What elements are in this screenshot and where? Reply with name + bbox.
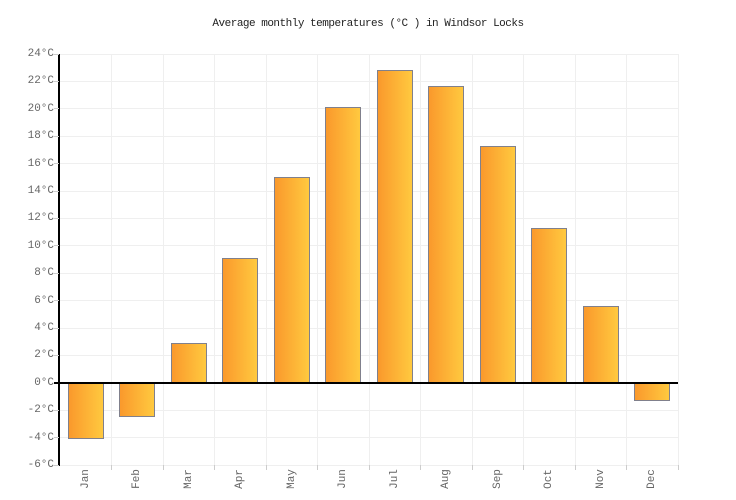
x-axis-label-jun: Jun [337, 469, 350, 489]
bar-dec[interactable] [634, 382, 671, 401]
x-axis-label-mar: Mar [182, 469, 195, 489]
x-axis-tick [368, 465, 370, 470]
y-axis-labels: 24°C 22°C 20°C 18°C 16°C 14°C 12°C 10°C 8°C 6°C 4°… [0, 48, 54, 474]
x-axis-tick [317, 465, 318, 470]
bar-apr[interactable] [222, 258, 259, 383]
y-axis-tick-label: -4°C [27, 431, 54, 444]
y-axis-tick [54, 300, 59, 302]
gridline-vertical [574, 54, 576, 465]
bar-sep[interactable] [479, 145, 516, 383]
x-axis-tick [162, 465, 164, 470]
x-axis-label-oct: Oct [543, 469, 556, 489]
y-axis-tick-label: 4°C [34, 322, 54, 334]
x-axis-label-aug: Aug [440, 469, 453, 489]
y-axis-tick-label: 0°C [34, 376, 54, 389]
bar-may[interactable] [273, 177, 310, 383]
bar-jul[interactable] [376, 70, 413, 383]
y-axis-tick [54, 437, 59, 439]
y-axis-tick [54, 135, 59, 137]
y-axis-tick-label: 22°C [27, 75, 54, 88]
x-axis-tick [574, 465, 576, 470]
chart-title: Average monthly temperatures (°C ) in Wi… [212, 18, 524, 30]
x-axis-label-apr: Apr [234, 469, 247, 489]
bar-feb[interactable] [119, 382, 156, 418]
bar-jan[interactable] [67, 382, 104, 439]
gridline-vertical [420, 54, 421, 465]
y-axis-tick-label: 20°C [27, 102, 54, 115]
y-axis-tick [54, 163, 59, 165]
gridline-vertical [162, 54, 164, 465]
gridline-vertical [368, 54, 370, 465]
bar-nov[interactable] [582, 306, 619, 383]
gridline-vertical [471, 54, 473, 465]
y-axis-tick-label: 18°C [27, 130, 54, 143]
y-axis-tick [54, 190, 59, 192]
x-axis-label-jul: Jul [388, 469, 401, 489]
bar-oct[interactable] [531, 227, 568, 383]
gridline-vertical [111, 54, 112, 465]
x-axis-label-nov: Nov [594, 469, 607, 489]
x-axis-tick [677, 465, 679, 470]
y-axis-tick [54, 327, 59, 329]
gridline-vertical [677, 54, 679, 465]
plot-area [54, 53, 679, 470]
gridline-vertical [265, 54, 267, 465]
x-axis-tick [523, 465, 524, 470]
y-axis-tick-label: 16°C [27, 157, 54, 170]
y-axis-tick-label: 10°C [27, 239, 54, 252]
y-axis-tick [54, 409, 59, 411]
x-axis-label-feb: Feb [131, 469, 144, 489]
x-axis-label-may: May [285, 469, 298, 489]
y-axis-tick [54, 245, 59, 247]
x-axis-label-jan: Jan [79, 469, 92, 489]
y-axis-tick [54, 217, 59, 219]
zero-axis-line [54, 381, 678, 384]
y-axis-tick-label: -6°C [27, 459, 54, 471]
y-axis-tick [54, 53, 59, 55]
y-axis-tick-label: 14°C [27, 185, 54, 197]
y-axis-tick [54, 80, 59, 82]
x-axis-tick [420, 465, 421, 470]
x-axis-labels: Jan Feb Mar Apr May Jun Jul Aug Sep Oct Nov Dec [60, 465, 678, 500]
y-axis-line [58, 54, 60, 466]
bar-aug[interactable] [428, 85, 465, 383]
y-axis-tick-label: 6°C [34, 294, 54, 307]
x-axis-tick [265, 465, 267, 470]
gridline-vertical [523, 54, 524, 465]
y-axis-tick [54, 272, 59, 274]
y-axis-tick [54, 354, 59, 356]
y-axis-tick [54, 108, 59, 110]
x-axis-tick [111, 465, 112, 470]
y-axis-tick [54, 464, 59, 466]
gridline-vertical [214, 54, 215, 465]
x-axis-label-sep: Sep [491, 469, 504, 489]
gridline-vertical [626, 54, 627, 465]
y-axis-tick-label: 8°C [34, 267, 54, 280]
y-axis-tick-label: 2°C [34, 349, 54, 362]
gridline-vertical [317, 54, 318, 465]
y-axis-tick-label: 24°C [27, 48, 54, 60]
bar-jun[interactable] [325, 107, 362, 383]
x-axis-label-dec: Dec [646, 469, 659, 489]
y-axis-tick-label: 12°C [27, 212, 54, 225]
x-axis-tick [471, 465, 473, 470]
x-axis-tick [214, 465, 215, 470]
bar-mar[interactable] [170, 343, 207, 383]
y-axis-tick-label: -2°C [27, 404, 54, 417]
x-axis-tick [626, 465, 627, 470]
